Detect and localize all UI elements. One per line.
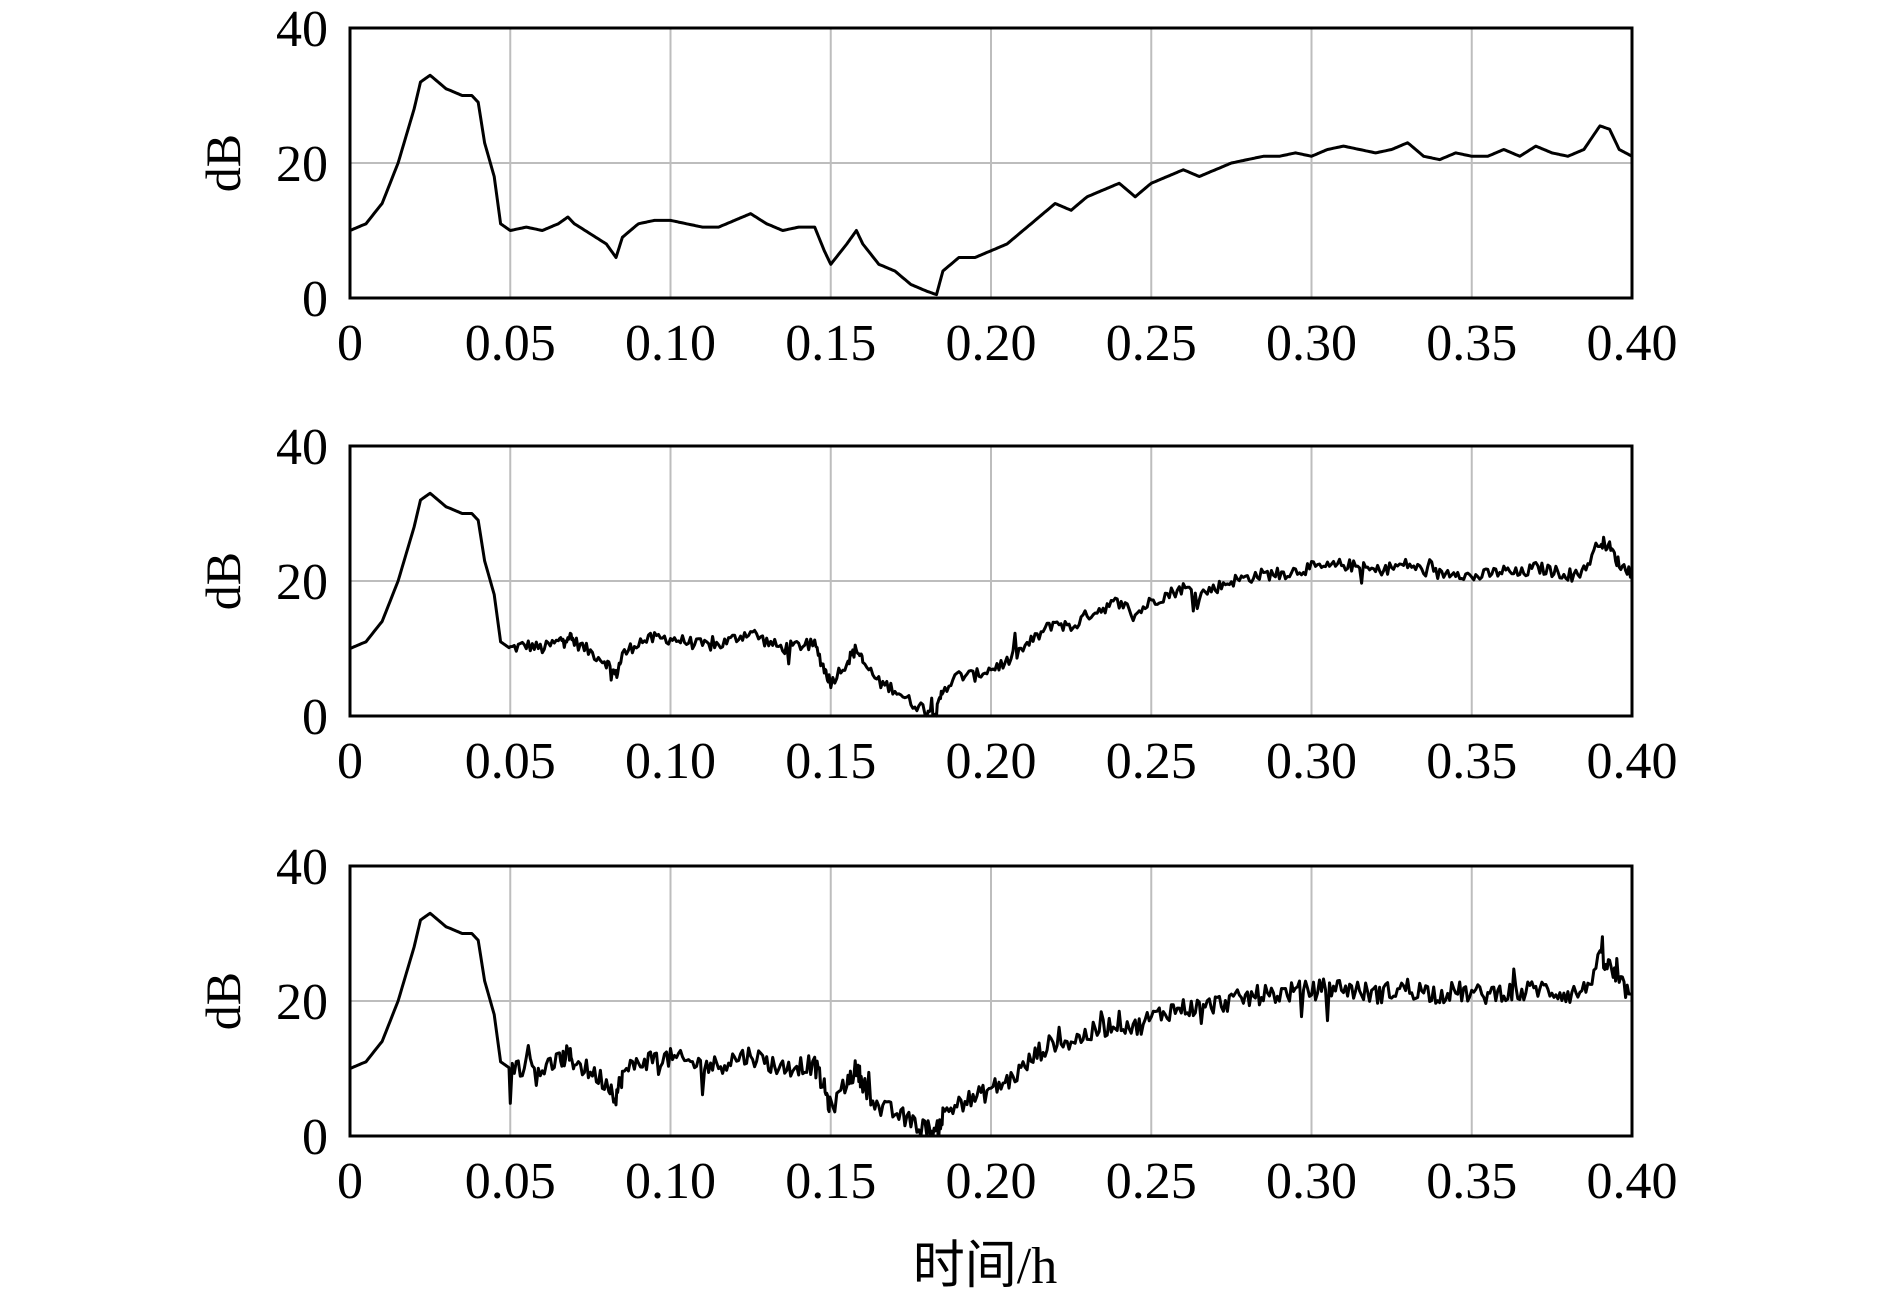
y-tick-label: 40 <box>276 839 328 896</box>
series-line-1 <box>349 73 1633 297</box>
y-axis-label: dB <box>195 552 251 610</box>
x-tick-label: 0.05 <box>465 1153 556 1210</box>
x-tick-label: 0.25 <box>1106 1153 1197 1210</box>
x-tick-label: 0.35 <box>1426 315 1517 372</box>
x-tick-label: 0 <box>337 315 363 372</box>
axes-frame <box>348 864 1634 1138</box>
x-tick-label: 0.30 <box>1266 733 1357 790</box>
axes-frame <box>348 26 1634 300</box>
y-tick-label: 40 <box>276 419 328 476</box>
x-tick-label: 0.05 <box>465 733 556 790</box>
x-axis-label: 时间/h <box>913 1238 1057 1295</box>
x-tick-label: 0.25 <box>1106 315 1197 372</box>
x-tick-label: 0.10 <box>625 1153 716 1210</box>
y-tick-label: 0 <box>302 271 328 328</box>
x-tick-label: 0 <box>337 1153 363 1210</box>
y-tick-label: 40 <box>276 1 328 58</box>
x-tick-label: 0.20 <box>946 1153 1037 1210</box>
x-tick-label: 0 <box>337 733 363 790</box>
x-tick-label: 0.20 <box>946 315 1037 372</box>
chart-panel-3: 0 0.05 0.10 0.15 0.20 0.25 0.30 0.35 0.40 0 20 40 dB <box>195 839 1678 1210</box>
chart-panel-1: 0 0.05 0.10 0.15 0.20 0.25 0.30 0.35 0.40 0 20 40 dB <box>195 1 1678 372</box>
x-tick-label: 0.20 <box>946 733 1037 790</box>
x-tick-label: 0.30 <box>1266 315 1357 372</box>
axes-frame <box>348 444 1634 718</box>
x-tick-label: 0.40 <box>1587 315 1678 372</box>
y-tick-label: 20 <box>276 974 328 1031</box>
x-tick-label: 0.35 <box>1426 1153 1517 1210</box>
y-tick-label: 0 <box>302 1109 328 1166</box>
x-tick-label: 0.10 <box>625 315 716 372</box>
y-tick-label: 20 <box>276 554 328 611</box>
y-axis-label: dB <box>195 134 251 192</box>
x-tick-label: 0.10 <box>625 733 716 790</box>
x-tick-label: 0.40 <box>1587 733 1678 790</box>
x-tick-label: 0.30 <box>1266 1153 1357 1210</box>
y-axis-label: dB <box>195 972 251 1030</box>
x-tick-label: 0.25 <box>1106 733 1197 790</box>
x-tick-label: 0.15 <box>785 315 876 372</box>
series-line-1 <box>349 911 1633 1138</box>
chart-panel-2: 0 0.05 0.10 0.15 0.20 0.25 0.30 0.35 0.40 0 20 40 dB <box>195 419 1678 790</box>
x-tick-label: 0.15 <box>785 1153 876 1210</box>
y-tick-label: 20 <box>276 136 328 193</box>
x-tick-label: 0.15 <box>785 733 876 790</box>
x-tick-label: 0.35 <box>1426 733 1517 790</box>
y-tick-label: 0 <box>302 689 328 746</box>
x-tick-label: 0.40 <box>1587 1153 1678 1210</box>
x-tick-label: 0.05 <box>465 315 556 372</box>
